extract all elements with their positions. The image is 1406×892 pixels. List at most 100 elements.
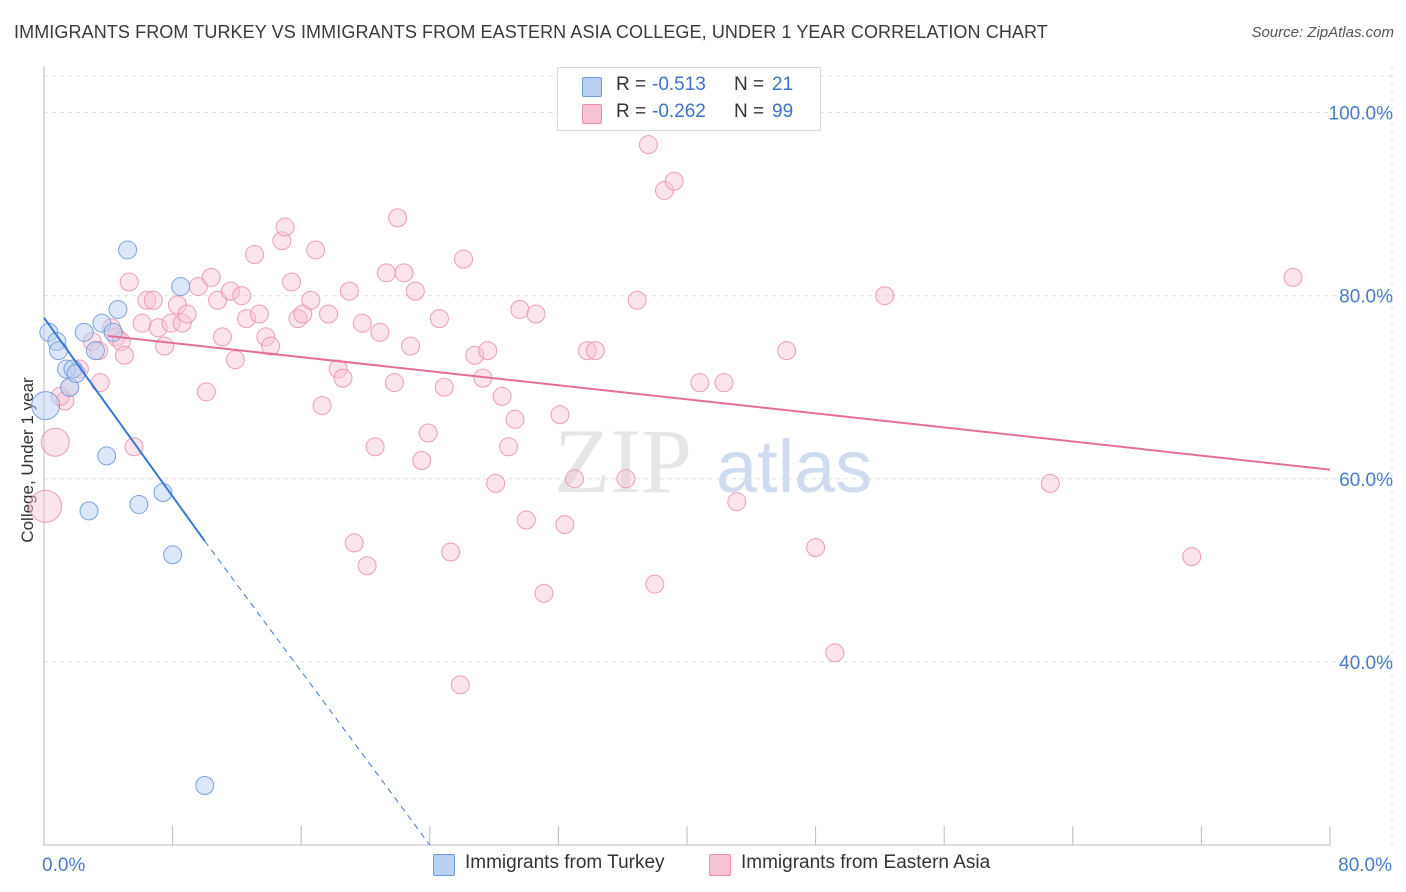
y-tick-label: 60.0% [1339,470,1393,491]
point-eastern-asia [534,583,554,603]
point-eastern-asia [499,437,519,457]
y-tick-label: 80.0% [1339,287,1393,308]
source-label: Source: ZipAtlas.com [1251,24,1394,41]
point-turkey [79,501,99,521]
point-eastern-asia [418,423,438,443]
tick-labels: 40.0% 60.0% 80.0% 100.0% 0.0% 80.0% [42,104,1393,876]
point-turkey [103,322,123,342]
bottom-legend-swatch-turkey [433,854,455,876]
bottom-legend-swatch-eastern-asia [709,854,731,876]
trend-lines [43,317,1331,846]
bottom-legend-label-turkey: Immigrants from Turkey [465,852,665,873]
point-eastern-asia [237,309,257,329]
point-turkey [129,494,149,514]
point-eastern-asia [232,286,252,306]
legend-n-label: N = [734,74,765,95]
point-turkey [31,391,61,421]
point-eastern-asia [627,290,647,310]
point-eastern-asia [875,286,895,306]
point-eastern-asia [220,281,240,301]
point-eastern-asia [124,437,144,457]
point-eastern-asia [564,469,584,489]
point-eastern-asia [664,171,684,191]
point-eastern-asia [478,341,498,361]
point-eastern-asia [616,469,636,489]
point-eastern-asia [143,290,163,310]
legend-n-value: 21 [772,74,794,95]
point-eastern-asia [394,263,414,283]
point-eastern-asia [777,341,797,361]
point-eastern-asia [225,350,245,370]
point-eastern-asia [577,341,597,361]
point-eastern-asia [196,382,216,402]
trend-line-turkey [43,317,206,542]
point-eastern-asia [1182,547,1202,567]
point-eastern-asia [201,267,221,287]
legend-r-value: -0.262 [652,101,706,122]
point-eastern-asia [806,537,826,557]
point-eastern-asia [352,313,372,333]
watermark: ZIP atlas [554,410,872,512]
legend-r-label: R = [616,74,647,95]
bottom-legend-label-eastern-asia: Immigrants from Eastern Asia [741,852,991,873]
point-eastern-asia [306,240,326,260]
point-eastern-asia [301,290,321,310]
point-eastern-asia [333,368,353,388]
point-eastern-asia [256,327,276,347]
trend-line-turkey-extension [204,540,431,846]
point-eastern-asia [401,336,421,356]
point-eastern-asia [434,377,454,397]
point-eastern-asia [450,675,470,695]
point-eastern-asia [585,341,605,361]
point-eastern-asia [505,409,525,429]
legend-r-value: -0.513 [652,74,706,95]
point-turkey [118,240,138,260]
series-eastern-asia [29,135,1303,695]
point-eastern-asia [441,542,461,562]
x-tick-label: 0.0% [42,855,85,876]
point-eastern-asia [384,373,404,393]
point-eastern-asia [155,336,175,356]
y-tick-label: 100.0% [1329,104,1394,125]
point-eastern-asia [1283,267,1303,287]
point-eastern-asia [148,318,168,338]
point-eastern-asia [825,643,845,663]
point-eastern-asia [510,299,530,319]
point-eastern-asia [492,386,512,406]
point-eastern-asia [376,263,396,283]
point-eastern-asia [282,272,302,292]
x-tick-label: 80.0% [1338,855,1392,876]
point-eastern-asia [1040,473,1060,493]
point-eastern-asia [29,489,63,523]
point-turkey [74,322,94,342]
point-eastern-asia [132,313,152,333]
trend-line-eastern-asia [108,335,1331,471]
point-eastern-asia [516,510,536,530]
point-turkey [97,446,117,466]
point-turkey [48,341,68,361]
point-eastern-asia [454,249,474,269]
point-eastern-asia [212,327,232,347]
point-eastern-asia [555,515,575,535]
point-turkey [108,299,128,319]
point-eastern-asia [177,304,197,324]
point-eastern-asia [429,309,449,329]
legend-n-label: N = [734,101,765,122]
point-turkey [66,364,86,384]
point-eastern-asia [261,336,281,356]
point-eastern-asia [365,437,385,457]
point-eastern-asia [312,396,332,416]
point-turkey [85,341,105,361]
point-eastern-asia [208,290,228,310]
point-eastern-asia [526,304,546,324]
point-eastern-asia [638,135,658,155]
point-eastern-asia [550,405,570,425]
point-eastern-asia [114,345,134,365]
point-eastern-asia [90,373,110,393]
point-eastern-asia [727,492,747,512]
point-eastern-asia [412,451,432,470]
point-turkey [195,775,215,795]
watermark-zip: ZIP [554,410,692,512]
axes [43,66,1331,846]
